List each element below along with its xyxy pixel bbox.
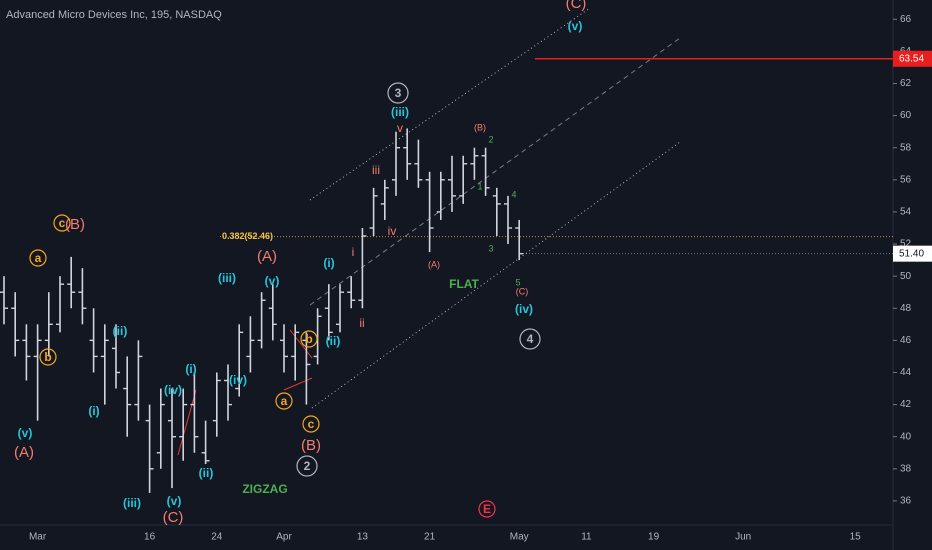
x-tick-label: Jun [735,532,751,543]
wave-label: (i) [323,256,334,270]
wave-label: 4 [511,189,516,199]
annotation-circle [53,214,71,232]
price-level-box [893,50,932,67]
wave-label: (iii) [123,496,141,510]
x-tick-label: 24 [211,532,223,543]
wave-label: a [281,394,288,408]
x-tick-label: May [510,532,529,543]
chart-title: Advanced Micro Devices Inc, 195, NASDAQ [6,9,222,21]
wave-label: (v) [18,426,33,440]
wave-label: (i) [185,362,196,376]
annotation-circle [275,392,293,410]
price-level-label: 63.54 [899,53,924,64]
wave-label: (A) [14,444,34,461]
wave-label: (iv) [515,302,533,316]
x-tick-label: Mar [29,532,47,543]
channel-top [309,7,591,201]
wave-label: (ii) [113,324,128,338]
wave-label: (iii) [218,271,236,285]
wave-label: 4 [527,332,534,346]
annotation-circle [519,328,541,350]
wave-label: c [308,417,315,431]
wave-label: (v) [265,274,280,288]
wave-label: 5 [515,277,520,287]
wave-label: iv [388,224,397,238]
wave-line [289,329,313,359]
y-tick-label: 48 [900,303,912,314]
y-tick-label: 60 [900,110,912,121]
x-tick-label: 11 [581,532,592,543]
x-tick-label: Apr [276,532,292,543]
x-tick-label: 15 [850,532,862,543]
wave-label: ZIGZAG [242,482,287,496]
y-tick-label: 50 [900,271,912,282]
wave-label: b [44,350,51,364]
y-tick-label: 46 [900,335,912,346]
y-tick-label: 38 [900,463,912,474]
y-tick-label: 58 [900,142,912,153]
wave-label: (C) [516,286,529,296]
wave-label: 1 [477,181,482,191]
x-tick-label: 21 [424,532,436,543]
x-tick-label: 13 [357,532,369,543]
y-tick-label: 62 [900,78,912,89]
wave-label: (v) [167,494,182,508]
wave-line [283,377,313,391]
wave-label: (iv) [164,383,182,397]
wave-line [177,389,197,456]
wave-label: a [35,251,42,265]
y-tick-label: 66 [900,14,912,25]
wave-label: ii [359,316,364,330]
wave-label: 3 [395,86,402,100]
last-price-label: 51.40 [899,248,924,259]
annotation-circle [39,348,57,366]
wave-label: (B) [301,437,321,454]
y-tick-label: 40 [900,431,912,442]
y-tick-label: 54 [900,207,912,218]
wave-label: (B) [474,122,486,132]
wave-label: FLAT [449,277,479,291]
annotation-circle [300,330,318,348]
annotation-circle [387,82,409,104]
x-tick-label: 19 [648,532,660,543]
annotation-circle [29,249,47,267]
wave-label: iii [372,163,380,177]
wave-label: (iii) [391,105,409,119]
y-tick-label: 56 [900,174,912,185]
wave-label: (A) [428,259,440,269]
y-tick-label: 42 [900,399,912,410]
wave-label: (ii) [326,334,341,348]
wave-label: (v) [568,19,583,33]
wave-label: b [305,332,312,346]
wave-label: c [59,216,66,230]
wave-label: 2 [488,134,493,144]
wave-label: i [352,245,355,259]
last-price-box [893,245,932,262]
wave-label: 2 [304,459,311,473]
fib-label: 0.382(52.46) [222,231,273,241]
channel-mid [309,37,681,306]
annotation-circle [302,415,320,433]
wave-label: (i) [88,404,99,418]
annotation-circle [296,455,318,477]
wave-label: (C) [163,509,184,526]
annotation-circle [478,500,496,518]
wave-label: (ii) [199,466,214,480]
wave-label: (A) [257,248,277,265]
y-tick-label: 44 [900,367,912,378]
wave-label: 3 [488,243,493,253]
y-tick-label: 52 [900,239,912,250]
wave-label: v [397,121,403,135]
wave-label: E [483,502,491,516]
wave-label: (C) [566,0,587,12]
wave-label: (iv) [229,373,247,387]
x-tick-label: 16 [144,532,156,543]
y-tick-label: 36 [900,496,912,507]
